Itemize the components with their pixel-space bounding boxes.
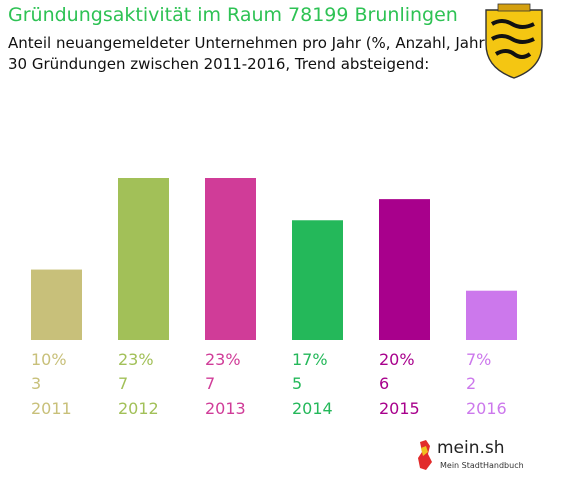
- bar-2014: [292, 220, 343, 340]
- count-label-2015: 6: [379, 374, 389, 393]
- percent-label-2011: 10%: [31, 350, 67, 369]
- bar-2012: [118, 178, 169, 340]
- year-label-2014: 2014: [292, 399, 333, 418]
- coat-of-arms-icon: [485, 3, 543, 79]
- count-label-2012: 7: [118, 374, 128, 393]
- count-label-2013: 7: [205, 374, 215, 393]
- bar-2015: [379, 199, 430, 340]
- bar-2016: [466, 290, 517, 340]
- year-label-2015: 2015: [379, 399, 420, 418]
- percent-label-2016: 7%: [466, 350, 491, 369]
- count-label-2016: 2: [466, 374, 476, 393]
- bar-2013: [205, 178, 256, 340]
- year-label-2011: 2011: [31, 399, 72, 418]
- percent-label-2015: 20%: [379, 350, 415, 369]
- year-label-2013: 2013: [205, 399, 246, 418]
- germany-map-icon: [418, 440, 432, 470]
- count-label-2014: 5: [292, 374, 302, 393]
- year-label-2012: 2012: [118, 399, 159, 418]
- chart-subtitle: Anteil neuangemeldeter Unternehmen pro J…: [8, 34, 491, 52]
- percent-label-2013: 23%: [205, 350, 241, 369]
- logo-tagline: Mein StadtHandbuch: [440, 461, 524, 470]
- logo-name[interactable]: mein.sh: [437, 438, 505, 458]
- chart-title: Gründungsaktivität im Raum 78199 Brunlin…: [8, 4, 458, 26]
- year-label-2016: 2016: [466, 399, 507, 418]
- count-label-2011: 3: [31, 374, 41, 393]
- chart-summary: 30 Gründungen zwischen 2011-2016, Trend …: [8, 55, 430, 73]
- bar-2011: [31, 269, 82, 340]
- percent-label-2014: 17%: [292, 350, 328, 369]
- percent-label-2012: 23%: [118, 350, 154, 369]
